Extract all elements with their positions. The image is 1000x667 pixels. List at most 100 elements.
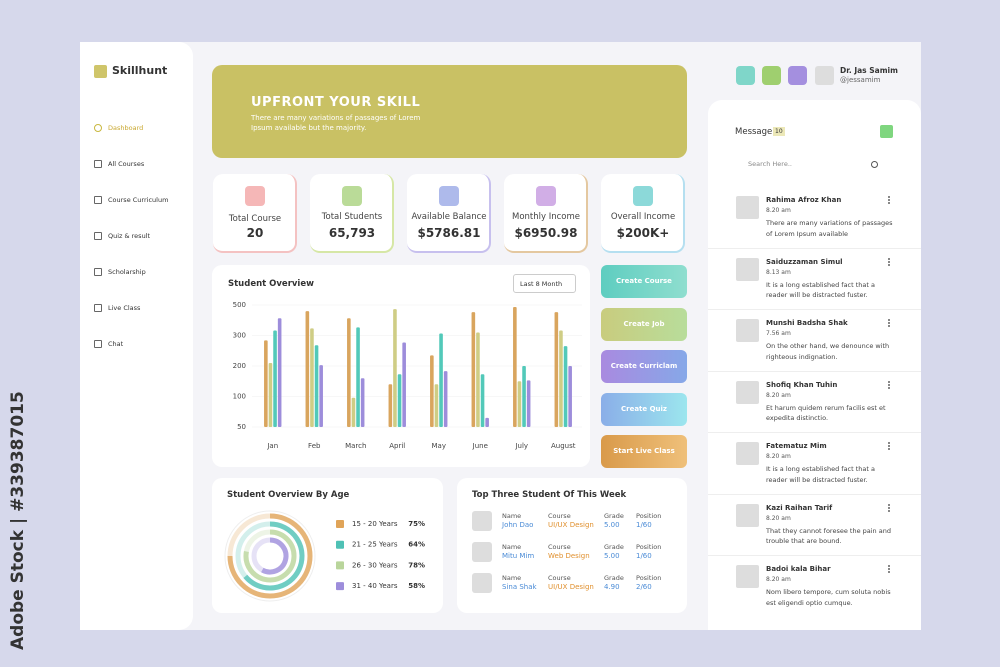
more-menu[interactable]: [888, 196, 890, 204]
message-avatar[interactable]: [736, 319, 759, 342]
more-menu[interactable]: [888, 380, 890, 389]
bar: [517, 381, 522, 427]
message-text: There are many variations of passages of…: [766, 219, 893, 238]
column-label: Grade: [604, 543, 624, 551]
message-time: 8.20 am: [766, 576, 791, 583]
menu-item[interactable]: Live Class: [108, 304, 141, 312]
menu-icon[interactable]: [94, 304, 102, 312]
divider: [708, 432, 921, 433]
more-menu[interactable]: [888, 565, 890, 573]
chart-filter[interactable]: Last 8 Month: [513, 274, 576, 293]
notification-icon[interactable]: [736, 66, 755, 85]
chart-title: Student Overview: [228, 279, 314, 289]
menu-item[interactable]: Quiz & result: [108, 232, 151, 240]
add-message[interactable]: [880, 125, 893, 138]
ring-arc: [243, 529, 297, 583]
divider: [708, 555, 921, 556]
student-cell: 5.00: [604, 521, 620, 529]
message-text: On the other hand, we denounce with righ…: [766, 342, 890, 361]
bar: [305, 311, 310, 427]
message-avatar[interactable]: [736, 503, 759, 527]
sender-name[interactable]: Badoi kala Bihar: [766, 565, 831, 573]
y-tick-label: 300: [233, 332, 246, 340]
value-label: 75%: [408, 520, 425, 528]
menu-icon[interactable]: [94, 160, 102, 168]
menu-icon[interactable]: [94, 340, 102, 348]
message-avatar[interactable]: [736, 196, 759, 219]
column-label: Name: [502, 543, 522, 551]
more-menu[interactable]: [888, 503, 890, 512]
ring-outline: [224, 510, 316, 602]
action-button[interactable]: Start Live Class: [601, 435, 687, 468]
bar: [319, 365, 323, 427]
menu-icon[interactable]: [94, 232, 102, 240]
avatar[interactable]: [815, 66, 834, 85]
message-text: Nom libero tempore, cum soluta nobis est…: [766, 588, 891, 607]
students-card: [457, 478, 687, 613]
column-label: Course: [548, 512, 571, 520]
sender-name[interactable]: Rahima Afroz Khan: [766, 196, 842, 204]
message-avatar[interactable]: [736, 442, 759, 465]
banner-title: UPFRONT YOUR SKILL: [251, 95, 421, 110]
stat-value: 65,793: [328, 226, 376, 240]
menu-item[interactable]: Dashboard: [108, 124, 144, 132]
menu-item[interactable]: Chat: [108, 340, 124, 348]
action-button[interactable]: Create Curriclam: [601, 350, 687, 383]
bar: [471, 312, 476, 427]
menu-icon[interactable]: [94, 124, 102, 132]
bar: [356, 327, 360, 427]
search-icon[interactable]: [762, 66, 781, 85]
action-button[interactable]: Create Course: [601, 265, 687, 298]
bar: [430, 355, 434, 427]
message-avatar[interactable]: [736, 257, 759, 281]
menu-icon[interactable]: [94, 268, 102, 276]
message-text: It is a long established fact that a rea…: [766, 280, 875, 300]
column-label: Course: [548, 543, 571, 551]
y-tick-label: 50: [237, 423, 246, 431]
sender-name[interactable]: Kazi Raihan Tarif: [766, 503, 833, 512]
action-button[interactable]: Create Quiz: [601, 392, 687, 426]
message-time: 8.20 am: [766, 453, 791, 460]
x-tick-label: July: [514, 442, 528, 450]
more-menu[interactable]: [888, 257, 890, 266]
bar: [273, 330, 277, 427]
bar: [513, 306, 517, 427]
stat-value: 20: [246, 226, 264, 240]
sender-name[interactable]: Saiduzzaman Simul: [766, 257, 843, 266]
student-cell: 4.90: [604, 583, 620, 591]
stat-value: $200K+: [616, 226, 670, 240]
y-tick-label: 200: [233, 362, 246, 370]
y-tick-label: 100: [233, 393, 246, 401]
legend-swatch: [336, 520, 344, 528]
menu-item[interactable]: Course Curriculum: [108, 196, 169, 204]
message-time: 8.13 am: [766, 268, 791, 276]
sender-name[interactable]: Shofiq Khan Tuhin: [766, 380, 838, 389]
bar: [526, 380, 531, 427]
menu-item[interactable]: All Courses: [108, 160, 145, 168]
chart-title: Student Overview By Age: [227, 490, 350, 500]
user-name[interactable]: Dr. Jas Samim: [840, 66, 898, 75]
menu-item[interactable]: Scholarship: [108, 268, 146, 276]
search-button[interactable]: [871, 161, 878, 168]
sender-name[interactable]: Fatematuz Mim: [766, 442, 827, 450]
message-avatar[interactable]: [736, 380, 759, 404]
value-label: 64%: [408, 541, 425, 549]
x-tick-label: August: [551, 442, 576, 450]
settings-icon[interactable]: [788, 66, 807, 85]
bar: [480, 374, 485, 427]
column-label: Position: [636, 512, 662, 520]
search-placeholder[interactable]: Search Here..: [748, 160, 792, 168]
message-avatar[interactable]: [736, 565, 759, 588]
stat-label: Total Course: [228, 214, 282, 224]
more-menu[interactable]: [888, 442, 890, 450]
more-menu[interactable]: [888, 319, 890, 327]
bar: [563, 346, 568, 427]
action-button[interactable]: Create Job: [601, 307, 687, 341]
bar: [397, 374, 402, 427]
legend-label: 21 - 25 Years: [352, 541, 398, 549]
column-label: Name: [502, 512, 522, 520]
sender-name[interactable]: Munshi Badsha Shak: [766, 319, 848, 327]
menu-icon[interactable]: [94, 196, 102, 204]
search-box[interactable]: [735, 152, 893, 176]
